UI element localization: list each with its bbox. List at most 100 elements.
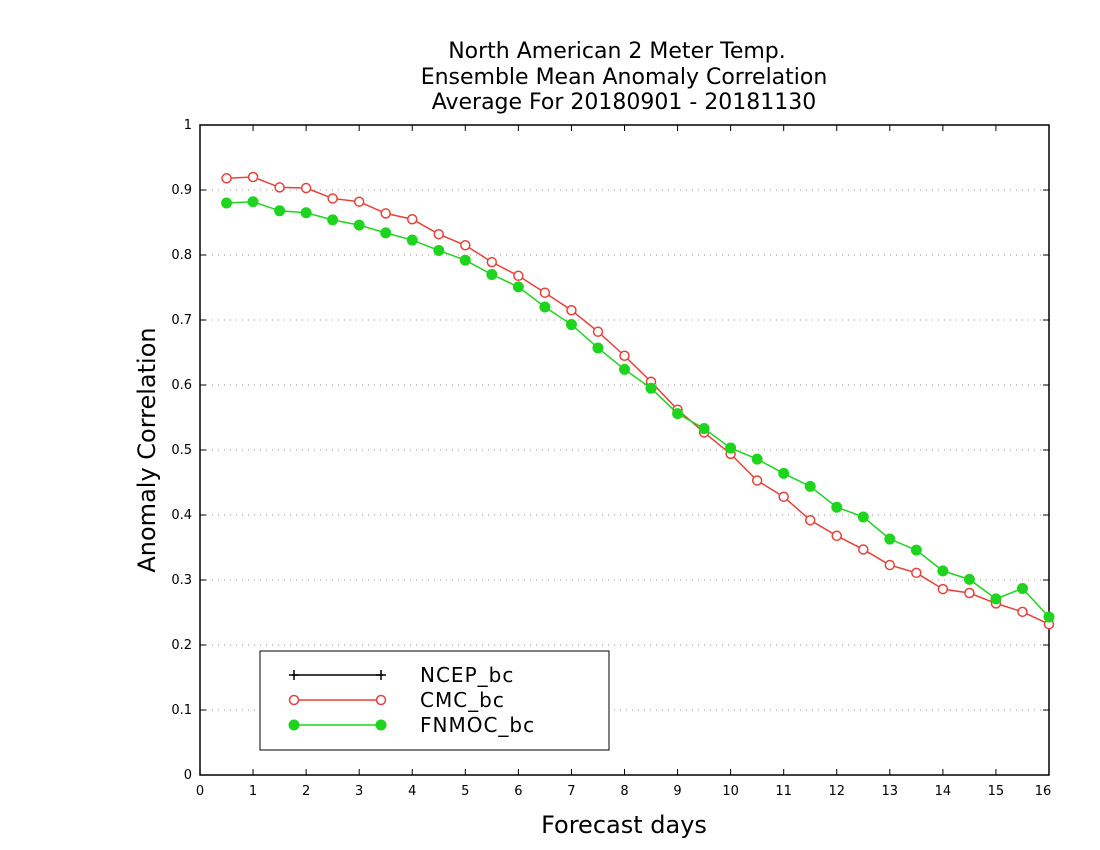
data-point-fnmoc-bc [725, 442, 737, 454]
x-tick-label: 13 [882, 784, 899, 799]
legend-item-cmc-bc: CMC_bc [288, 688, 505, 712]
x-tick-label: 7 [567, 784, 575, 799]
legend-marker [376, 670, 386, 680]
data-point-cmc-bc [380, 208, 391, 219]
x-tick-label: 16 [1035, 784, 1052, 799]
data-point-fnmoc-bc [380, 227, 392, 239]
grid-lines [200, 189, 1049, 711]
data-point-fnmoc-bc [300, 207, 312, 219]
data-point-cmc-bc [539, 287, 551, 298]
data-point-cmc-bc [460, 240, 471, 251]
chart-title: North American 2 Meter Temp. Ensemble Me… [421, 39, 828, 115]
data-point-fnmoc-bc [910, 544, 922, 556]
data-point-fnmoc-bc [247, 196, 259, 208]
x-tick-label: 5 [461, 784, 469, 799]
data-point-cmc-bc [300, 182, 312, 194]
data-point-cmc-bc [274, 182, 285, 193]
chart-title-line-1: North American 2 Meter Temp. [448, 39, 786, 64]
data-point-cmc-bc [433, 228, 445, 240]
data-point-fnmoc-bc [353, 219, 365, 231]
y-tick-label: 0.8 [171, 248, 192, 263]
y-tick-label: 0.9 [171, 183, 192, 198]
series-layer [221, 171, 1055, 630]
data-point-cmc-bc [353, 196, 365, 207]
data-point-fnmoc-bc [433, 244, 445, 256]
legend-item-ncep-bc: NCEP_bc [289, 663, 514, 687]
data-point-cmc-bc [592, 326, 604, 337]
data-point-fnmoc-bc [672, 408, 684, 420]
data-point-cmc-bc [964, 587, 975, 599]
x-tick-label: 6 [514, 784, 522, 799]
data-point-fnmoc-bc [778, 467, 790, 479]
x-tick-label: 10 [722, 784, 739, 799]
data-point-fnmoc-bc [751, 453, 763, 465]
data-point-cmc-bc [566, 305, 577, 316]
y-tick-label: 0.4 [171, 508, 192, 523]
data-point-cmc-bc [407, 214, 418, 225]
data-point-cmc-bc [327, 193, 338, 204]
data-point-fnmoc-bc [1043, 611, 1055, 623]
data-point-fnmoc-bc [486, 269, 498, 280]
legend-marker [375, 694, 387, 706]
data-point-cmc-bc [1017, 606, 1028, 618]
x-tick-label: 8 [620, 784, 628, 799]
data-point-cmc-bc [937, 583, 949, 595]
data-point-fnmoc-bc [857, 511, 869, 523]
legend-marker [289, 670, 299, 680]
legend-label: CMC_bc [420, 688, 505, 712]
legend-marker [375, 719, 387, 731]
y-tick-label: 0 [184, 768, 192, 783]
x-tick-label: 2 [302, 784, 310, 799]
data-point-fnmoc-bc [1016, 582, 1028, 594]
legend-item-fnmoc-bc: FNMOC_bc [288, 713, 535, 737]
legend-marker [288, 694, 300, 706]
data-point-fnmoc-bc [565, 319, 577, 331]
data-point-fnmoc-bc [804, 480, 816, 492]
data-point-fnmoc-bc [406, 234, 418, 246]
data-point-cmc-bc [884, 559, 896, 571]
data-point-fnmoc-bc [539, 301, 551, 313]
data-point-cmc-bc [858, 544, 869, 555]
data-point-cmc-bc [486, 256, 498, 268]
data-point-cmc-bc [619, 350, 630, 361]
data-point-fnmoc-bc [619, 363, 630, 375]
chart-title-line-3: Average For 20180901 - 20181130 [432, 90, 817, 115]
data-point-fnmoc-bc [592, 342, 604, 354]
x-tick-label: 1 [249, 784, 257, 799]
x-tick-label: 4 [408, 784, 416, 799]
data-point-fnmoc-bc [221, 197, 233, 209]
series-fnmoc-bc [221, 196, 1055, 623]
data-point-cmc-bc [804, 514, 816, 526]
chart-title-line-2: Ensemble Mean Anomaly Correlation [421, 65, 828, 90]
data-point-fnmoc-bc [831, 501, 843, 513]
data-point-fnmoc-bc [327, 214, 339, 226]
data-point-fnmoc-bc [963, 573, 975, 585]
y-tick-label: 0.6 [171, 378, 192, 393]
y-tick-label: 0.5 [171, 443, 192, 458]
data-point-cmc-bc [247, 171, 259, 183]
data-point-cmc-bc [831, 530, 842, 542]
data-point-fnmoc-bc [512, 281, 524, 293]
x-tick-label: 3 [355, 784, 363, 799]
x-tick-label: 0 [196, 784, 204, 799]
x-axis: 0 1 2 3 4 5 6 7 8 9 10 11 12 13 14 15 16 [196, 125, 1051, 799]
y-tick-label: 1 [184, 118, 192, 133]
legend-label: FNMOC_bc [420, 713, 535, 737]
data-point-cmc-bc [778, 491, 789, 503]
x-tick-label: 14 [935, 784, 952, 799]
data-point-fnmoc-bc [990, 593, 1002, 605]
data-point-fnmoc-bc [459, 254, 471, 266]
data-point-cmc-bc [513, 270, 524, 282]
x-tick-label: 11 [775, 784, 792, 799]
x-axis-label: Forecast days [541, 811, 707, 839]
legend-label: NCEP_bc [420, 663, 514, 687]
data-point-fnmoc-bc [645, 382, 657, 394]
data-point-fnmoc-bc [698, 423, 710, 435]
y-tick-label: 0.1 [171, 703, 192, 718]
series-line-fnmoc-bc [226, 200, 1050, 618]
y-tick-label: 0.7 [171, 313, 192, 328]
data-point-cmc-bc [911, 567, 922, 579]
y-tick-label: 0.3 [171, 573, 192, 588]
